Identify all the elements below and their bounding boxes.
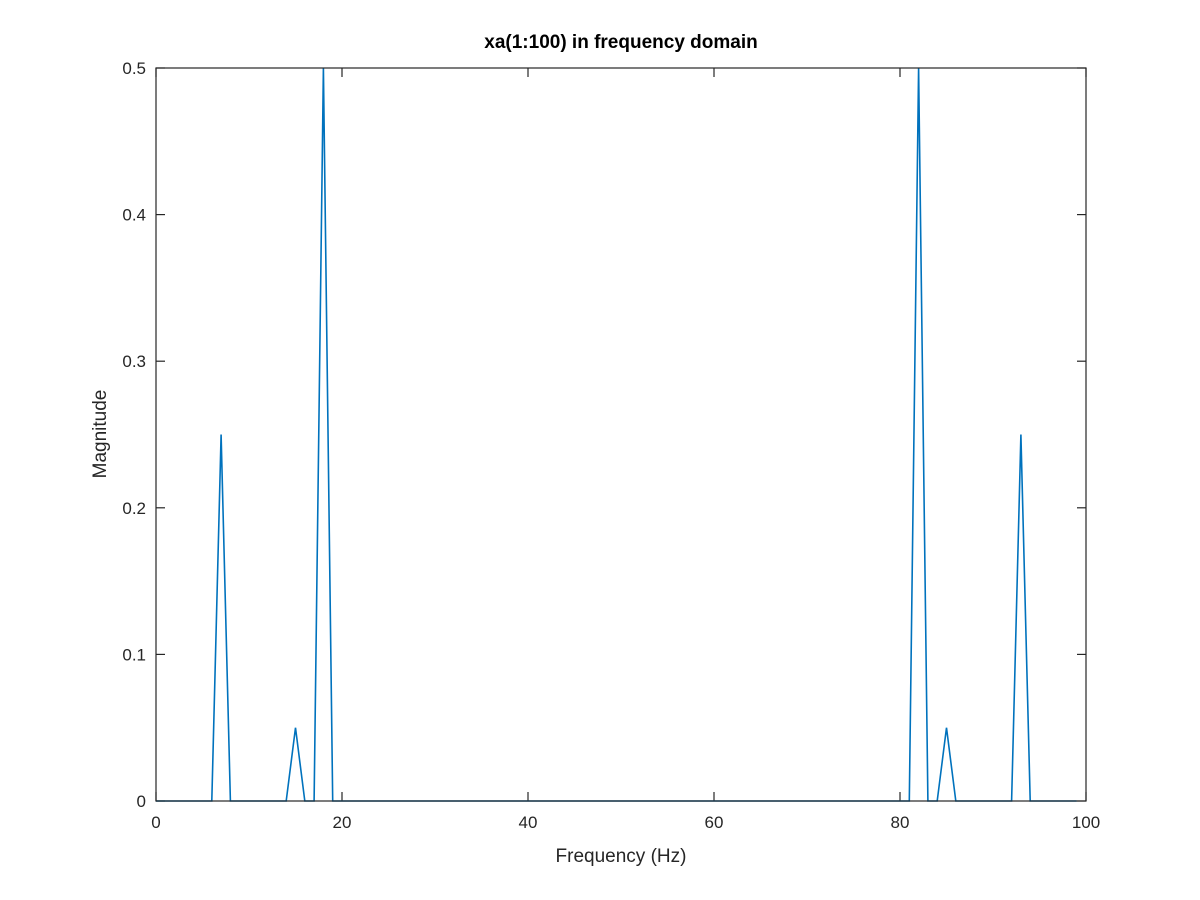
y-tick-label: 0.5	[122, 59, 146, 78]
y-axis-label: Magnitude	[90, 390, 111, 479]
y-tick-label: 0.3	[122, 352, 146, 371]
x-tick-label: 0	[151, 813, 160, 832]
axes-box	[155, 67, 1087, 802]
x-tick-label: 80	[891, 813, 910, 832]
x-tick-label: 20	[333, 813, 352, 832]
plot-area	[156, 68, 1086, 801]
x-tick-label: 60	[705, 813, 724, 832]
y-tick-label: 0.2	[122, 499, 146, 518]
tick-labels: 0 20 40 60 80 100 0 0.1 0.2 0.3 0.4 0.5	[122, 59, 1100, 832]
x-tick-label: 40	[519, 813, 538, 832]
y-tick-label: 0.1	[122, 645, 146, 664]
y-tick-label: 0	[137, 792, 146, 811]
x-tick-label: 100	[1072, 813, 1100, 832]
x-axis-label: Frequency (Hz)	[556, 846, 687, 867]
chart-title: xa(1:100) in frequency domain	[484, 32, 757, 53]
y-tick-label: 0.4	[122, 206, 146, 225]
